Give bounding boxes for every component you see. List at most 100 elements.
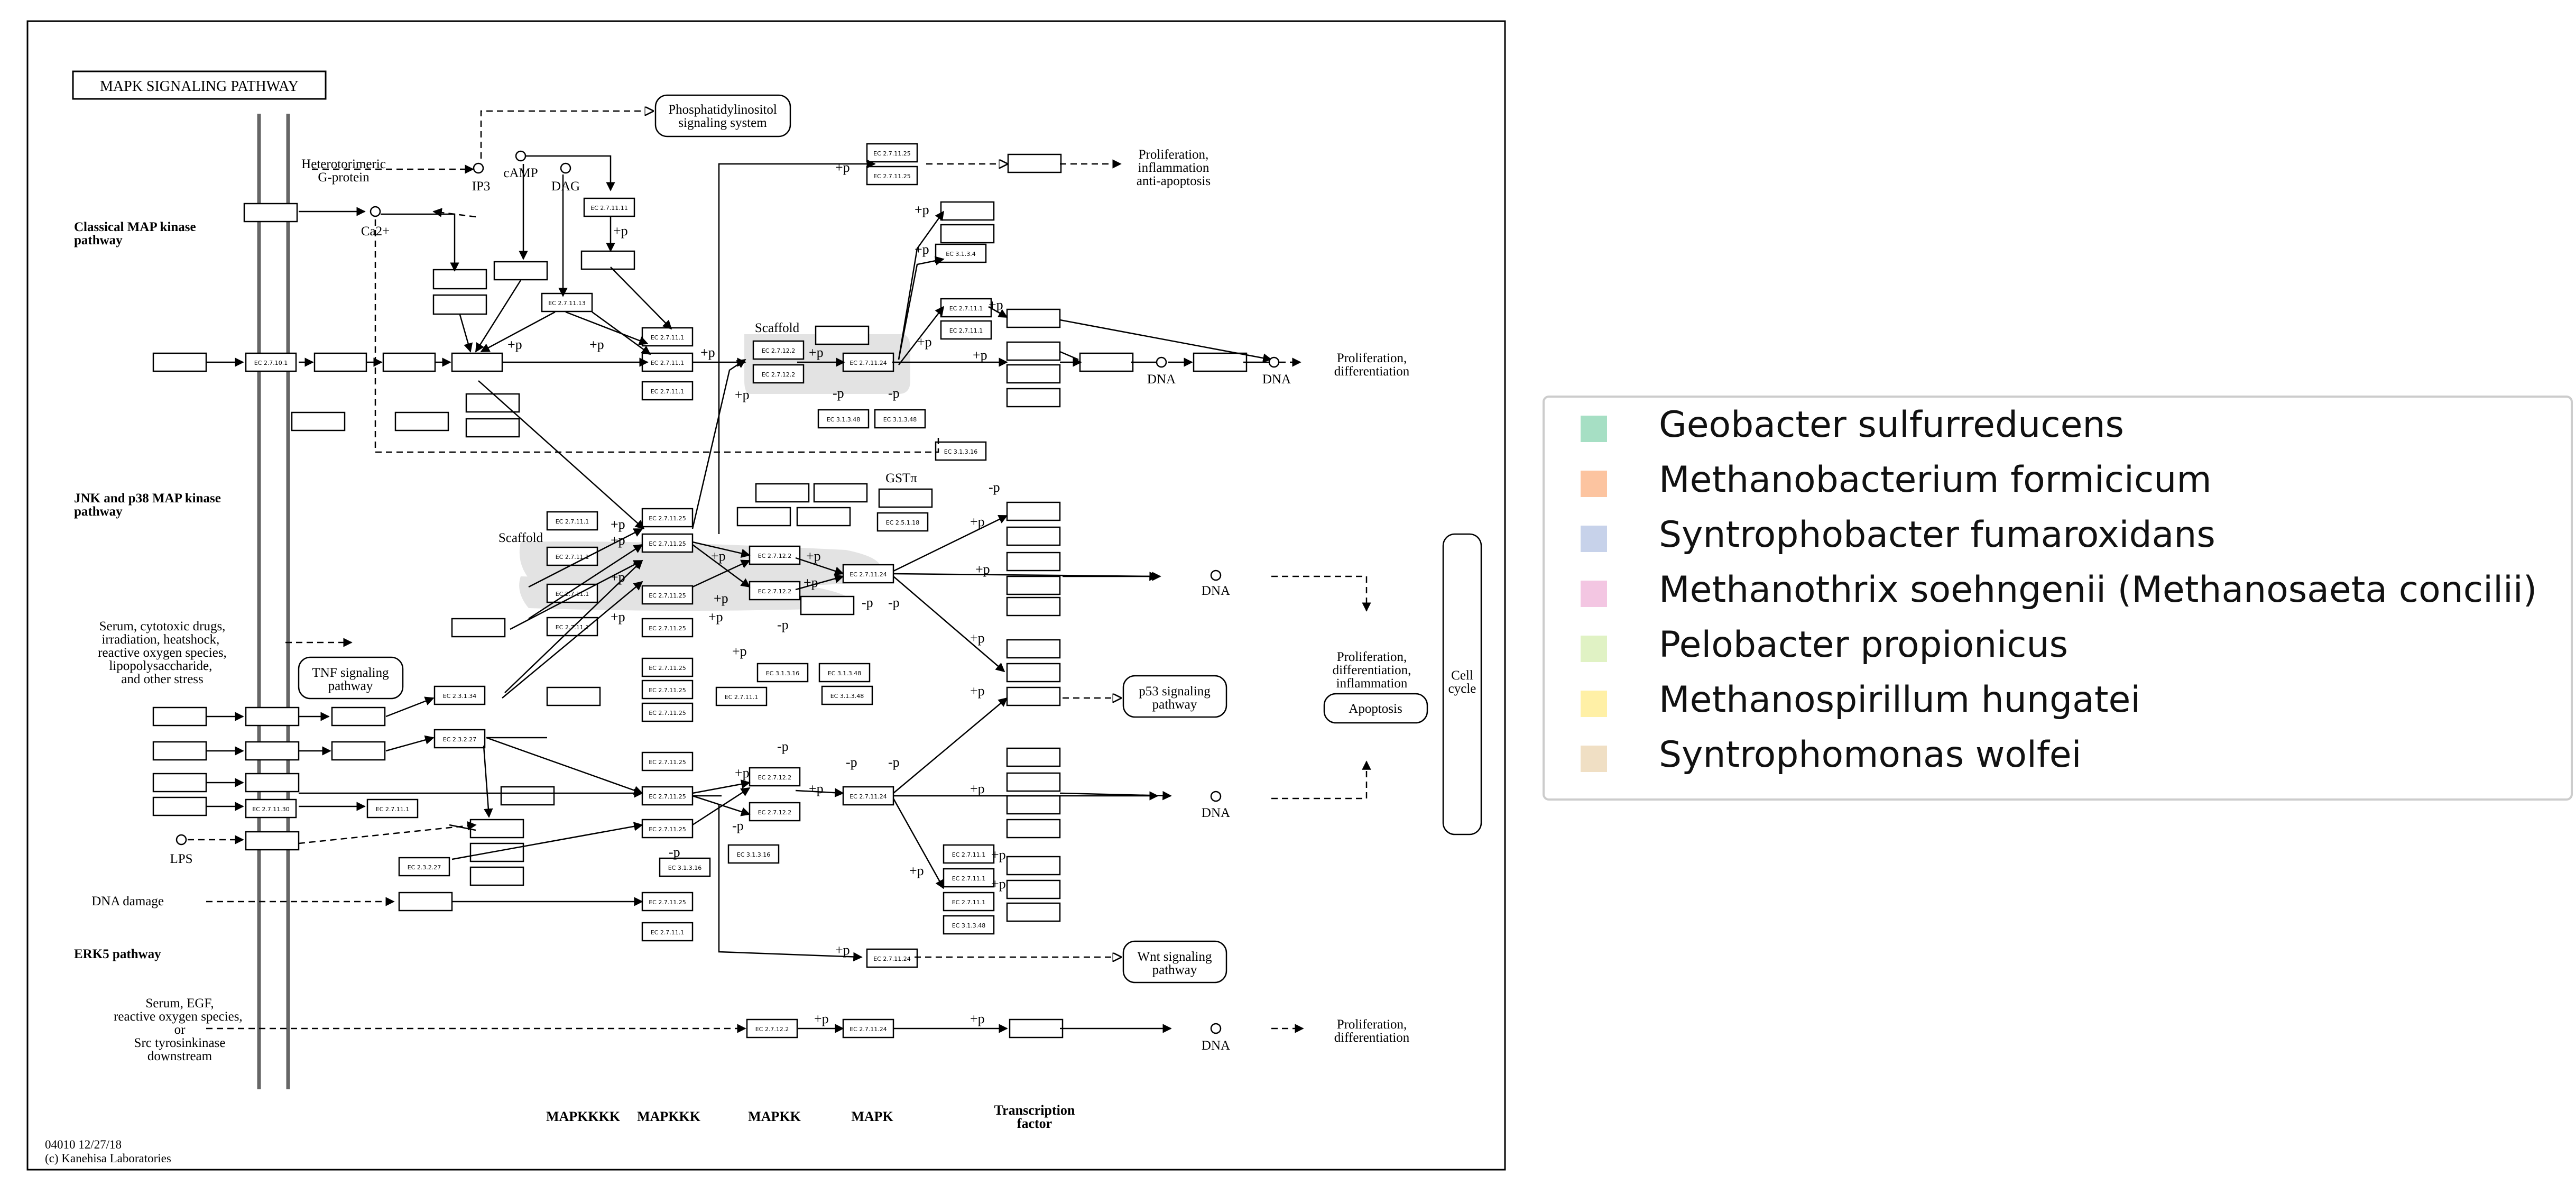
gene-box[interactable] bbox=[313, 352, 367, 372]
enzyme-box[interactable]: EC 2.7.11.24 bbox=[842, 1018, 894, 1039]
gene-box[interactable] bbox=[432, 269, 487, 290]
enzyme-box[interactable]: EC 3.1.3.16 bbox=[935, 441, 987, 461]
gene-box[interactable] bbox=[1006, 501, 1061, 521]
enzyme-box[interactable]: EC 2.7.11.25 bbox=[641, 892, 694, 912]
enzyme-box[interactable]: EC 2.7.11.25 bbox=[641, 508, 694, 528]
enzyme-box[interactable]: EC 2.7.12.2 bbox=[749, 767, 801, 787]
gene-box[interactable] bbox=[1006, 663, 1061, 683]
enzyme-box[interactable]: EC 2.3.2.27 bbox=[398, 857, 450, 877]
gene-box[interactable] bbox=[796, 507, 851, 527]
enzyme-box[interactable]: EC 2.3.1.34 bbox=[433, 685, 486, 705]
gene-box[interactable] bbox=[736, 507, 791, 527]
gene-box[interactable] bbox=[940, 201, 995, 221]
gene-box[interactable] bbox=[1193, 352, 1248, 372]
enzyme-box[interactable]: EC 2.7.11.24 bbox=[842, 352, 894, 372]
gene-box[interactable] bbox=[940, 224, 995, 244]
gene-box[interactable] bbox=[245, 706, 300, 727]
enzyme-box[interactable]: EC 2.7.11.1 bbox=[546, 511, 598, 531]
enzyme-box[interactable]: EC 2.7.11.25 bbox=[641, 585, 694, 605]
enzyme-box[interactable]: EC 2.7.11.1 bbox=[546, 546, 598, 566]
enzyme-box[interactable]: EC 2.7.11.25 bbox=[641, 786, 694, 806]
enzyme-box[interactable]: EC 2.7.11.25 bbox=[641, 702, 694, 722]
gene-box[interactable] bbox=[1009, 1018, 1064, 1039]
enzyme-box[interactable]: EC 3.1.3.48 bbox=[874, 409, 926, 429]
enzyme-box[interactable]: EC 3.1.3.48 bbox=[817, 409, 870, 429]
enzyme-box[interactable]: EC 3.1.3.48 bbox=[943, 915, 995, 935]
gene-box[interactable] bbox=[1006, 879, 1061, 899]
gene-box[interactable] bbox=[1006, 747, 1061, 767]
enzyme-box[interactable]: EC 2.7.11.1 bbox=[940, 320, 992, 340]
gene-box[interactable] bbox=[1079, 352, 1134, 372]
gene-box[interactable] bbox=[1006, 575, 1061, 595]
gene-box[interactable] bbox=[580, 250, 635, 270]
gene-box[interactable] bbox=[1006, 308, 1061, 328]
gene-box[interactable] bbox=[800, 595, 855, 616]
gene-box[interactable] bbox=[245, 741, 300, 761]
enzyme-box[interactable]: EC 2.7.12.2 bbox=[746, 1018, 798, 1039]
enzyme-box[interactable]: EC 2.7.11.25 bbox=[866, 166, 918, 186]
enzyme-box[interactable]: EC 2.7.11.1 bbox=[366, 798, 419, 819]
gene-box[interactable] bbox=[291, 411, 346, 431]
gene-box[interactable] bbox=[432, 294, 487, 315]
gene-box[interactable] bbox=[1006, 552, 1061, 572]
enzyme-box[interactable]: EC 2.7.11.1 bbox=[943, 844, 995, 864]
enzyme-box[interactable]: EC 3.1.3.16 bbox=[659, 857, 711, 877]
enzyme-box[interactable]: EC 2.7.11.1 bbox=[940, 298, 992, 318]
enzyme-box[interactable]: EC 2.7.12.2 bbox=[749, 802, 801, 822]
enzyme-box[interactable]: EC 2.7.11.1 bbox=[641, 922, 694, 942]
enzyme-box[interactable]: EC 3.1.3.16 bbox=[727, 844, 780, 864]
gene-box[interactable] bbox=[755, 483, 810, 503]
enzyme-box[interactable]: EC 2.3.2.27 bbox=[433, 729, 486, 749]
gene-box[interactable] bbox=[1006, 341, 1061, 361]
gene-box[interactable] bbox=[815, 325, 870, 345]
gene-box[interactable] bbox=[1006, 856, 1061, 876]
enzyme-box[interactable]: EC 2.7.11.30 bbox=[245, 798, 297, 819]
gene-box[interactable] bbox=[394, 411, 449, 431]
enzyme-box[interactable]: EC 2.7.11.24 bbox=[866, 948, 918, 968]
enzyme-box[interactable]: EC 3.1.3.16 bbox=[756, 663, 809, 683]
gene-box[interactable] bbox=[331, 706, 386, 727]
enzyme-box[interactable]: EC 2.7.11.1 bbox=[943, 868, 995, 888]
enzyme-box[interactable]: EC 2.7.11.1 bbox=[641, 381, 694, 401]
enzyme-box[interactable]: EC 2.7.12.2 bbox=[749, 545, 801, 565]
gene-box[interactable] bbox=[1006, 819, 1061, 839]
gene-box[interactable] bbox=[465, 418, 520, 438]
gene-box[interactable] bbox=[245, 831, 300, 851]
enzyme-box[interactable]: EC 2.7.11.1 bbox=[641, 327, 694, 347]
gene-box[interactable] bbox=[1006, 772, 1061, 792]
gene-box[interactable] bbox=[493, 261, 548, 281]
gene-box[interactable] bbox=[1006, 596, 1061, 617]
enzyme-box[interactable]: EC 3.1.3.48 bbox=[821, 685, 873, 705]
enzyme-box[interactable]: EC 2.7.11.11 bbox=[583, 197, 635, 217]
gene-box[interactable] bbox=[451, 352, 503, 372]
pathway-links[interactable] bbox=[298, 94, 1482, 984]
gene-box[interactable] bbox=[152, 741, 207, 761]
enzyme-box[interactable]: EC 2.7.11.1 bbox=[641, 352, 694, 372]
gene-box[interactable] bbox=[469, 819, 524, 839]
gene-box[interactable] bbox=[546, 686, 601, 706]
enzyme-box[interactable]: EC 2.7.11.25 bbox=[641, 751, 694, 771]
gene-box[interactable] bbox=[152, 706, 207, 727]
gene-box[interactable] bbox=[451, 618, 506, 638]
gene-box[interactable] bbox=[1006, 388, 1061, 408]
gene-box[interactable] bbox=[398, 892, 453, 912]
enzyme-box[interactable]: EC 2.7.12.2 bbox=[749, 581, 801, 601]
enzyme-box[interactable]: EC 2.7.11.25 bbox=[641, 679, 694, 700]
gene-box[interactable] bbox=[1006, 639, 1061, 659]
gene-box[interactable] bbox=[469, 842, 524, 862]
enzyme-box[interactable]: EC 2.7.11.25 bbox=[866, 143, 918, 163]
enzyme-box[interactable]: EC 2.7.11.13 bbox=[541, 292, 593, 313]
enzyme-box[interactable]: EC 2.7.11.24 bbox=[842, 786, 894, 806]
gene-box[interactable] bbox=[1006, 902, 1061, 922]
enzyme-box[interactable]: EC 2.7.11.25 bbox=[641, 657, 694, 677]
enzyme-box[interactable]: EC 2.7.11.25 bbox=[641, 819, 694, 839]
gene-box[interactable] bbox=[382, 352, 436, 372]
gene-box[interactable] bbox=[500, 786, 555, 806]
gene-box[interactable] bbox=[469, 866, 524, 886]
enzyme-box[interactable]: EC 2.5.1.18 bbox=[876, 512, 929, 532]
enzyme-box[interactable]: EC 2.7.11.25 bbox=[641, 618, 694, 638]
gene-box[interactable] bbox=[813, 483, 868, 503]
gene-box[interactable] bbox=[243, 203, 298, 223]
gene-box[interactable] bbox=[1006, 526, 1061, 546]
enzyme-box[interactable]: EC 3.1.3.48 bbox=[818, 663, 871, 683]
